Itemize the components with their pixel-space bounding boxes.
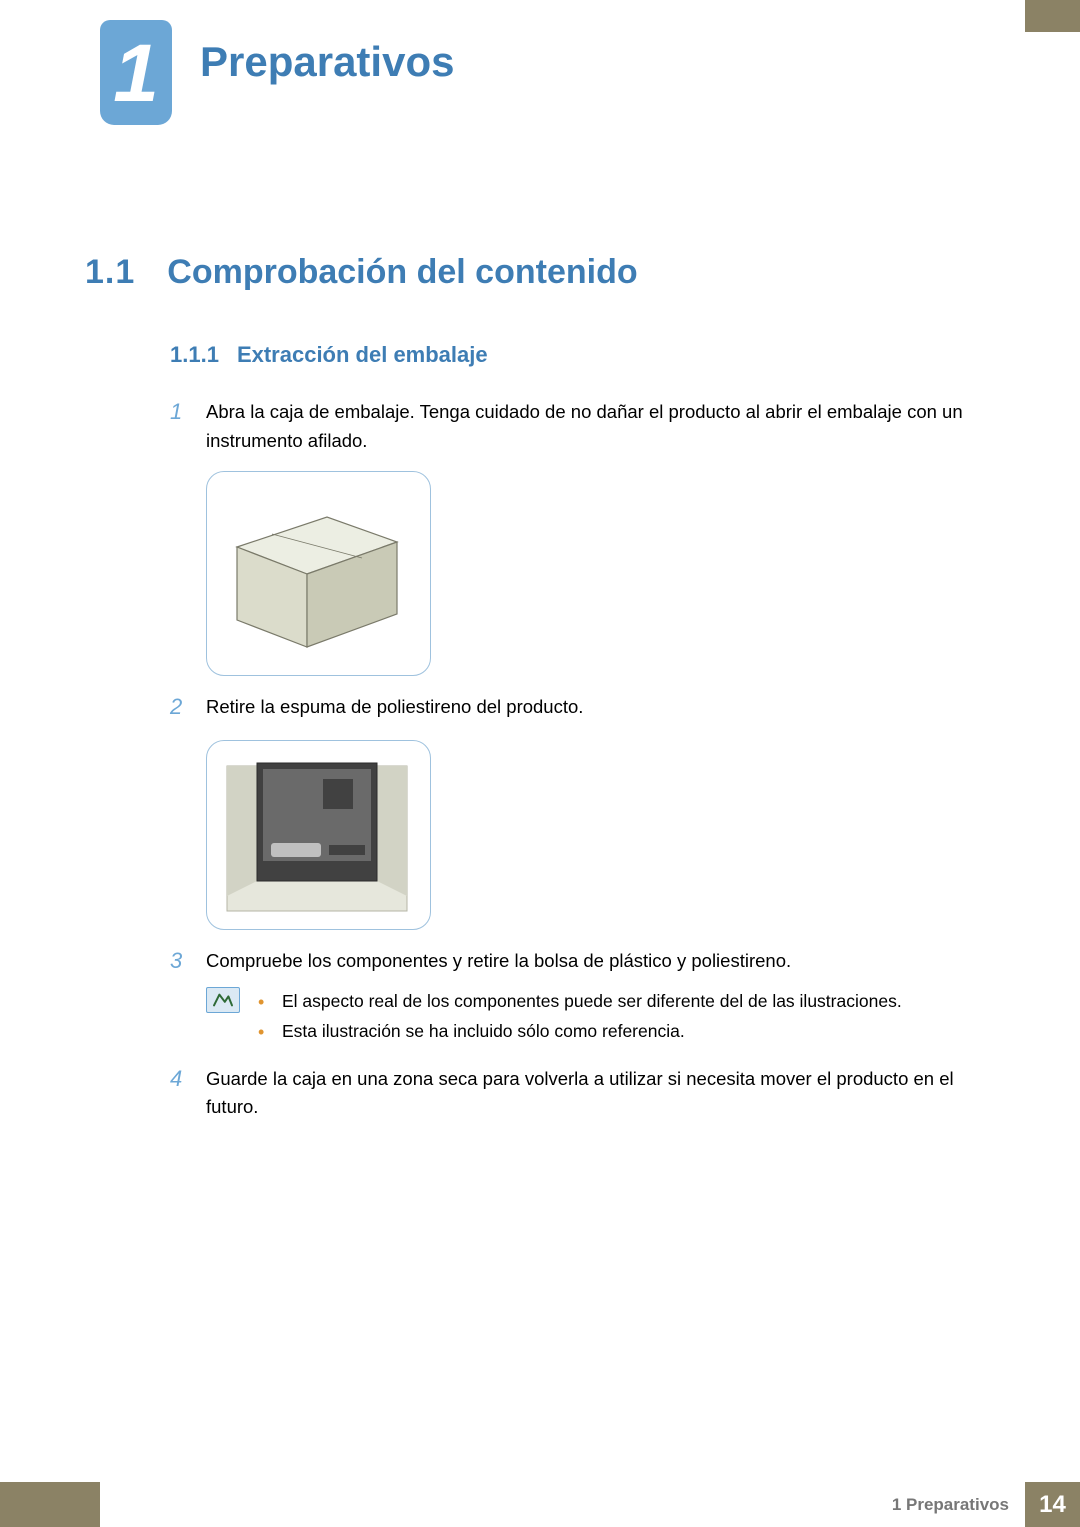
note-text: El aspecto real de los componentes puede… <box>282 987 902 1018</box>
footer-left-accent <box>0 1482 100 1527</box>
step-text: Compruebe los componentes y retire la bo… <box>206 944 791 978</box>
illustration-box <box>206 471 431 676</box>
note-item: Esta ilustración se ha incluido sólo com… <box>258 1017 902 1048</box>
step-item: 1 Abra la caja de embalaje. Tenga cuidad… <box>170 395 1010 455</box>
chapter-number: 1 <box>113 27 159 121</box>
page-number: 14 <box>1039 1491 1066 1519</box>
top-accent-strip <box>1025 0 1080 32</box>
illustration-foam <box>206 740 431 930</box>
step-text: Retire la espuma de poliestireno del pro… <box>206 690 583 724</box>
steps-list: 1 Abra la caja de embalaje. Tenga cuidad… <box>170 395 1010 1130</box>
box-svg <box>217 482 417 662</box>
note-list: El aspecto real de los componentes puede… <box>258 987 902 1048</box>
footer: 1 Preparativos 14 <box>0 1482 1080 1527</box>
note-item: El aspecto real de los componentes puede… <box>258 987 902 1018</box>
note-icon <box>206 987 240 1013</box>
subsection-number: 1.1.1 <box>170 342 219 368</box>
note-text: Esta ilustración se ha incluido sólo com… <box>282 1017 685 1048</box>
step-item: 3 Compruebe los componentes y retire la … <box>170 944 1010 978</box>
step-item: 4 Guarde la caja en una zona seca para v… <box>170 1062 1010 1122</box>
section-number: 1.1 <box>85 253 135 292</box>
step-number: 1 <box>170 395 188 455</box>
step-number: 4 <box>170 1062 188 1122</box>
section-title: Comprobación del contenido <box>167 253 637 292</box>
step-text: Abra la caja de embalaje. Tenga cuidado … <box>206 395 1010 455</box>
step-number: 3 <box>170 944 188 978</box>
subsection-heading: 1.1.1 Extracción del embalaje <box>170 342 488 368</box>
subsection-title: Extracción del embalaje <box>237 342 488 368</box>
step-text: Guarde la caja en una zona seca para vol… <box>206 1062 1010 1122</box>
foam-svg <box>217 751 417 921</box>
step-number: 2 <box>170 690 188 724</box>
footer-label: 1 Preparativos <box>892 1495 1009 1515</box>
note-block: El aspecto real de los componentes puede… <box>206 987 1010 1048</box>
footer-middle: 1 Preparativos <box>108 1482 1025 1527</box>
section-heading: 1.1 Comprobación del contenido <box>85 253 1020 292</box>
chapter-number-tab: 1 <box>100 20 172 125</box>
step-item: 2 Retire la espuma de poliestireno del p… <box>170 690 1010 724</box>
chapter-title: Preparativos <box>200 38 454 86</box>
page-number-box: 14 <box>1025 1482 1080 1527</box>
